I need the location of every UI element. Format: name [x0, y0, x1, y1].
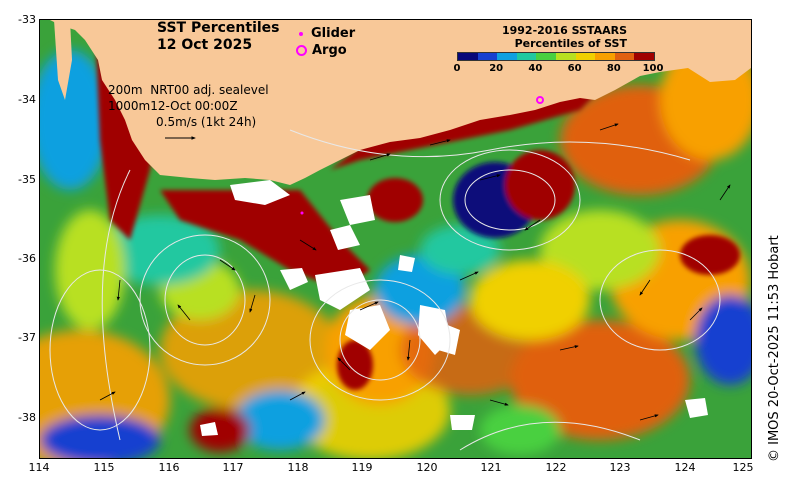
- sst-map[interactable]: [39, 19, 752, 459]
- sst-map-canvas: [40, 20, 751, 458]
- legend-glider: Glider: [296, 25, 355, 42]
- legend-glider-label: Glider: [311, 26, 356, 41]
- product-datetime: 12-Oct 00:00Z: [150, 99, 238, 113]
- land-mass: [50, 20, 751, 185]
- lat-tick-label: -35: [18, 173, 36, 186]
- colorbar-tick-label: 60: [567, 63, 582, 74]
- colorbar-swatch: [555, 53, 576, 60]
- lon-tick-label: 122: [545, 461, 567, 474]
- map-title-date: 12 Oct 2025: [157, 37, 253, 53]
- colorbar-swatch: [536, 53, 556, 60]
- product-label: NRT00 adj. sealevel: [150, 83, 269, 97]
- colorbar-swatch: [595, 53, 615, 60]
- lat-tick-label: -38: [18, 411, 36, 424]
- colorbar-swatches: [457, 52, 655, 61]
- lat-tick-label: -34: [18, 93, 36, 106]
- lon-tick-label: 116: [158, 461, 180, 474]
- lat-tick-label: -33: [18, 13, 36, 26]
- lon-tick-label: 121: [480, 461, 502, 474]
- glider-marker[interactable]: [300, 211, 304, 215]
- colorbar-tick-label: 100: [642, 63, 664, 74]
- legend-argo: Argo: [296, 42, 355, 59]
- lon-tick-label: 124: [674, 461, 696, 474]
- legend-argo-label: Argo: [312, 43, 347, 58]
- colorbar-tick-label: 40: [528, 63, 543, 74]
- colorbar-title-line1: 1992-2016 SSTAARS: [501, 24, 627, 37]
- colorbar-ticks: 0 20 40 60 80 100: [453, 61, 665, 75]
- map-title-line1: SST Percentiles: [157, 20, 280, 36]
- map-annotation: 200m NRT00 adj. sealevel 1000m12-Oct 00:…: [108, 82, 269, 130]
- contour-depth-200: 200m: [108, 83, 143, 97]
- lon-tick-label: 114: [28, 461, 50, 474]
- colorbar-swatch: [575, 53, 596, 60]
- colorbar-title: 1992-2016 SSTAARS Percentiles of SST: [445, 24, 627, 50]
- velocity-scale-label: 0.5m/s (1kt 24h): [156, 115, 257, 129]
- colorbar-swatch: [497, 53, 517, 60]
- map-title: SST Percentiles 12 Oct 2025: [157, 20, 280, 54]
- sea-level-contours: [49, 129, 721, 451]
- glider-dot-icon: [299, 31, 303, 36]
- lon-tick-label: 123: [609, 461, 631, 474]
- imos-credit: © IMOS 20-Oct-2025 11:53 Hobart: [767, 235, 782, 462]
- colorbar-swatch: [634, 53, 654, 60]
- colorbar-tick-label: 0: [453, 63, 461, 74]
- colorbar-swatch: [614, 53, 635, 60]
- colorbar-swatch: [458, 53, 478, 60]
- contour-depth-1000: 1000m: [108, 99, 151, 113]
- argo-ring-icon: [296, 45, 307, 56]
- colorbar-title-line2: Percentiles of SST: [514, 37, 627, 50]
- annotation-line2: 1000m12-Oct 00:00Z: [108, 98, 269, 114]
- lon-tick-label: 119: [351, 461, 373, 474]
- platform-legend: Glider Argo: [296, 25, 355, 59]
- lon-tick-label: 120: [416, 461, 438, 474]
- lat-tick-label: -37: [18, 331, 36, 344]
- colorbar-legend: 1992-2016 SSTAARS Percentiles of SST 0 20…: [445, 24, 665, 75]
- colorbar-swatch: [477, 53, 498, 60]
- annotation-line1: 200m NRT00 adj. sealevel: [108, 82, 269, 98]
- colorbar-swatch: [516, 53, 537, 60]
- colorbar-tick-label: 20: [489, 63, 504, 74]
- current-vectors: [99, 123, 731, 421]
- colorbar-tick-label: 80: [606, 63, 621, 74]
- lat-tick-label: -36: [18, 252, 36, 265]
- lon-tick-label: 115: [93, 461, 115, 474]
- lon-tick-label: 118: [287, 461, 309, 474]
- lon-tick-label: 117: [222, 461, 244, 474]
- lon-tick-label: 125: [732, 461, 754, 474]
- argo-marker[interactable]: [536, 96, 544, 104]
